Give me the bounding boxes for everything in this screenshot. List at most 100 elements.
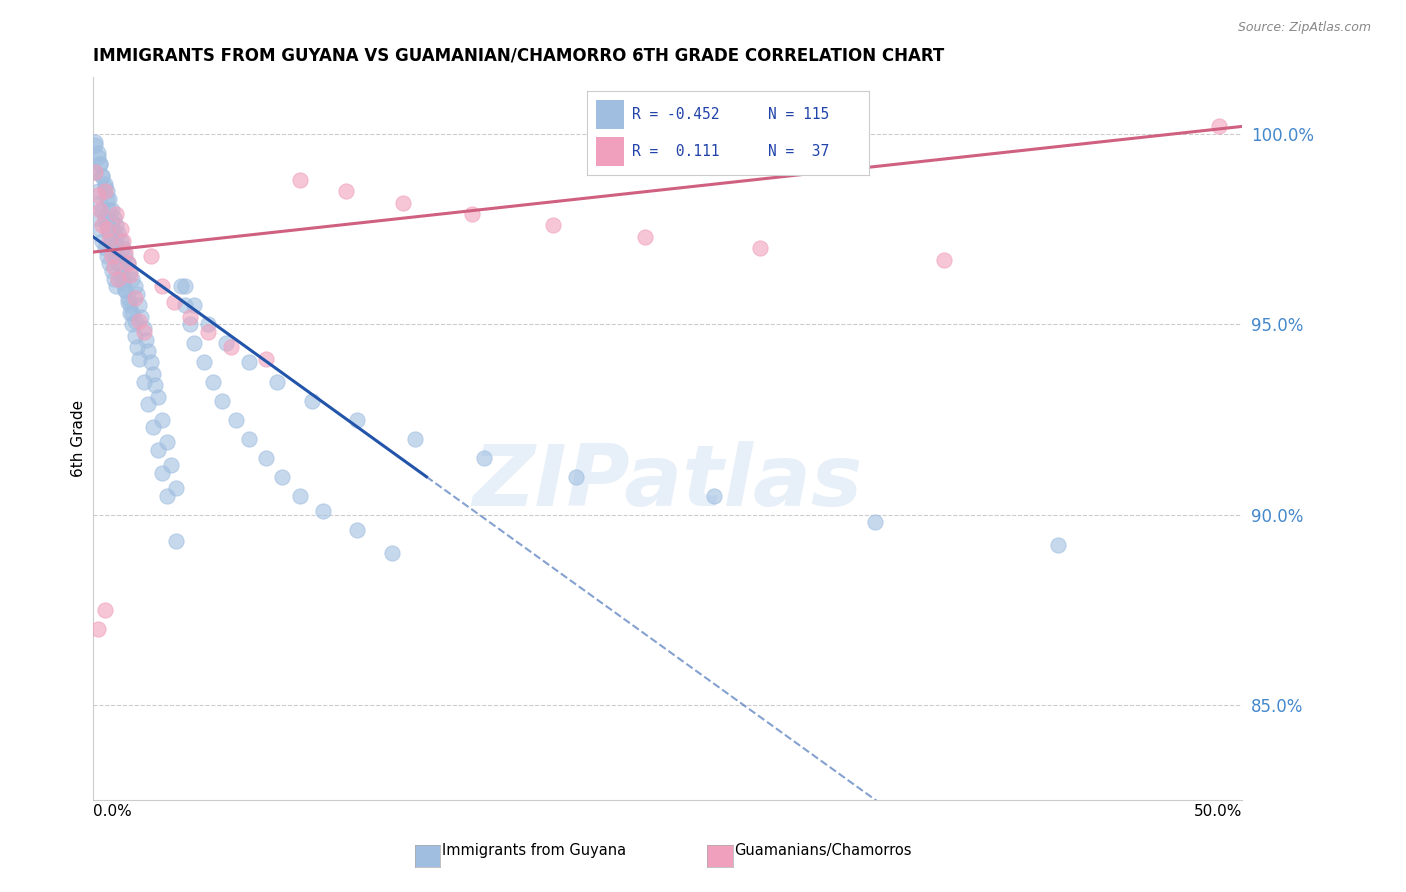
Point (150, 466, 173, 480)
Point (110, 234, 132, 248)
Point (93, 211, 115, 225)
Point (156, 435, 179, 450)
Point (461, 207, 484, 221)
Point (89, 195, 111, 210)
Point (143, 378, 166, 392)
Point (105, 207, 128, 221)
Point (84, 135, 107, 149)
Point (87, 184, 110, 198)
Y-axis label: 6th Grade: 6th Grade (72, 401, 86, 477)
Point (87, 622, 110, 636)
Point (117, 256, 139, 270)
Point (193, 355, 215, 369)
Point (105, 219, 128, 233)
Point (150, 279, 173, 293)
Point (238, 432, 260, 446)
Point (135, 333, 157, 347)
Point (105, 249, 128, 263)
Point (105, 237, 128, 252)
Point (124, 328, 146, 343)
Point (142, 367, 165, 381)
Text: ZIPatlas: ZIPatlas (472, 441, 863, 524)
Point (117, 294, 139, 309)
Point (703, 489, 725, 503)
Point (125, 340, 148, 354)
Point (160, 458, 183, 473)
Point (98, 192, 121, 206)
Point (93, 177, 115, 191)
Point (748, 241, 770, 255)
Text: Guamanians/Chamorros: Guamanians/Chamorros (734, 843, 911, 858)
Point (174, 279, 197, 293)
Point (288, 172, 311, 186)
Point (1208, 120, 1230, 134)
Point (392, 195, 415, 210)
Point (114, 283, 136, 297)
Point (139, 249, 162, 263)
Point (225, 412, 247, 426)
Point (138, 344, 160, 359)
Point (211, 393, 233, 408)
Point (183, 336, 205, 351)
Point (863, 516, 886, 530)
Point (84, 165, 107, 179)
Point (96, 219, 118, 233)
Point (165, 481, 187, 495)
Point (100, 249, 122, 263)
Point (142, 420, 165, 434)
Point (169, 279, 191, 293)
Point (112, 271, 135, 285)
Point (132, 325, 155, 339)
Point (201, 375, 224, 389)
Point (105, 279, 128, 293)
Text: IMMIGRANTS FROM GUYANA VS GUAMANIAN/CHAMORRO 6TH GRADE CORRELATION CHART: IMMIGRANTS FROM GUYANA VS GUAMANIAN/CHAM… (93, 46, 945, 64)
Point (270, 469, 292, 483)
Point (404, 432, 426, 446)
Point (91, 203, 114, 218)
Point (146, 443, 169, 458)
Point (124, 279, 146, 293)
Point (146, 390, 169, 404)
Point (118, 264, 141, 278)
Point (312, 504, 335, 518)
Point (346, 412, 368, 426)
Point (121, 271, 143, 285)
Point (87, 150, 110, 164)
Point (565, 469, 588, 483)
Point (335, 184, 357, 198)
Point (114, 249, 136, 263)
Point (110, 260, 132, 275)
Text: 50.0%: 50.0% (1194, 805, 1243, 819)
Point (150, 412, 173, 426)
Point (254, 351, 277, 366)
Point (125, 287, 148, 301)
Point (132, 375, 155, 389)
Point (98, 234, 121, 248)
Point (124, 291, 146, 305)
Point (128, 313, 150, 327)
Point (118, 268, 141, 282)
Point (98, 256, 121, 270)
Point (131, 310, 153, 324)
Point (84, 138, 107, 153)
Point (89, 157, 111, 171)
Point (174, 298, 197, 312)
Point (197, 325, 219, 339)
Point (87, 211, 110, 225)
Point (93, 603, 115, 617)
Point (96, 249, 118, 263)
Point (112, 234, 135, 248)
Point (107, 226, 129, 240)
Point (117, 291, 139, 305)
Point (121, 306, 143, 320)
Point (91, 169, 114, 183)
Point (215, 336, 238, 351)
Point (472, 450, 495, 465)
Point (117, 256, 139, 270)
Point (114, 283, 136, 297)
Point (107, 249, 129, 263)
Point (93, 180, 115, 194)
Point (84, 165, 107, 179)
Point (162, 294, 184, 309)
Point (138, 397, 160, 411)
